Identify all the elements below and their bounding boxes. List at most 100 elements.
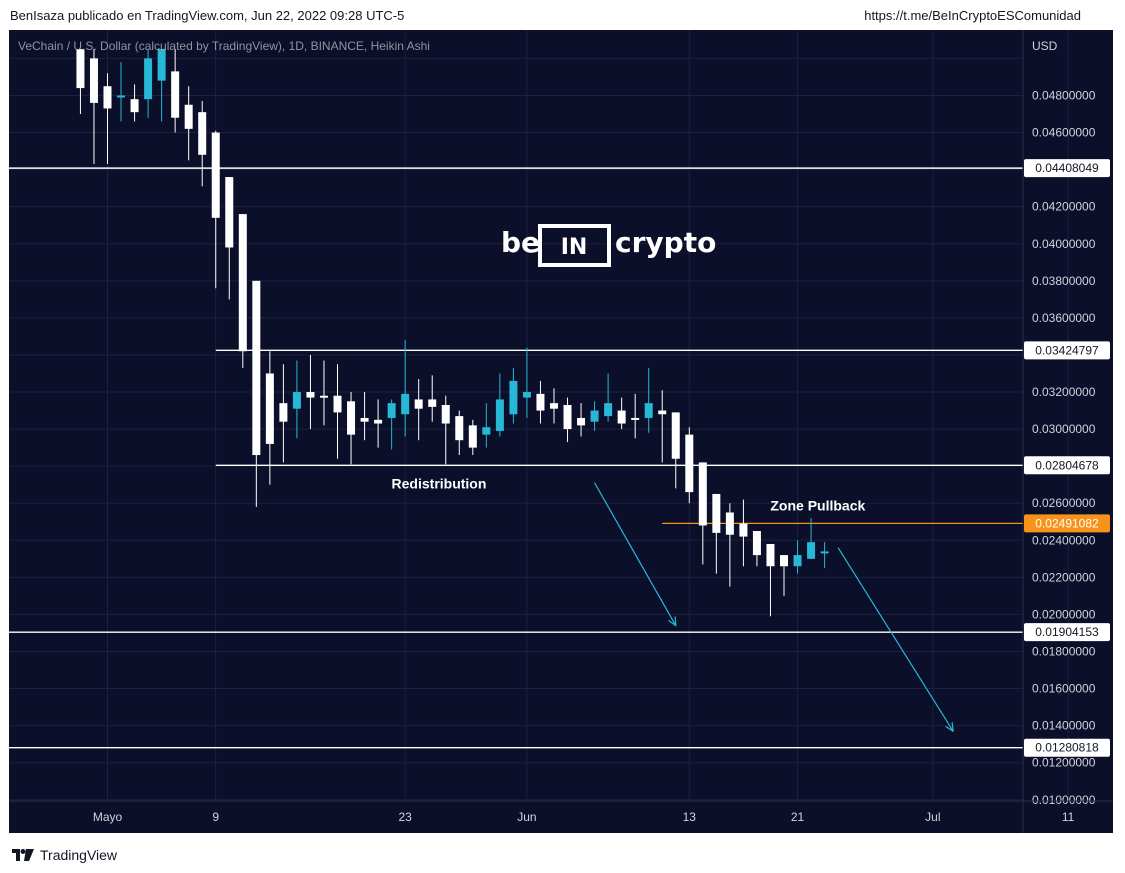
bearish-candle	[279, 364, 288, 463]
bearish-candle	[306, 354, 315, 430]
candle-body	[76, 49, 85, 89]
y-ticks: 0.04800000 0.04600000 0.04200000 0.04000000…	[1032, 88, 1096, 806]
candle-body	[103, 86, 112, 109]
bearish-candle	[441, 395, 450, 465]
level-price-badge	[1024, 738, 1110, 757]
annotations: Redistribution Zone Pullback	[392, 475, 866, 513]
chart-panel[interactable]: be IN crypto Redistribution Zone Pullback…	[9, 30, 1113, 833]
tradingview-logo-icon	[12, 849, 34, 861]
publisher-info: BenIsaza publicado en TradingView.com, J…	[10, 8, 405, 23]
x-ticks: Mayo 9 23 Jun 13 21 Jul 11	[93, 810, 1075, 824]
level-price-badge	[1024, 341, 1110, 360]
candle-body	[347, 401, 356, 435]
price-axis[interactable]: USD 0.04800000 0.04600000 0.04200000 0.0400…	[1022, 30, 1110, 833]
price-chart[interactable]: be IN crypto Redistribution Zone Pullback…	[9, 30, 1113, 833]
bic-watermark: be IN crypto	[501, 224, 716, 267]
candle-body	[658, 410, 667, 415]
bearish-candle	[739, 499, 748, 567]
candle-body	[712, 493, 721, 533]
candle-body	[631, 417, 640, 420]
x-tick-label: Mayo	[93, 810, 123, 824]
bearish-candle	[184, 86, 193, 161]
candle-body	[455, 416, 464, 441]
arrow-line	[594, 482, 677, 626]
candle-body	[468, 425, 477, 448]
y-tick-label: 0.02600000	[1032, 496, 1096, 510]
level-price-badge	[1024, 623, 1110, 642]
candle-body	[414, 399, 423, 409]
bearish-candle	[89, 49, 98, 165]
candle-body	[482, 427, 491, 435]
bearish-candle	[198, 101, 207, 187]
candle-body	[549, 403, 558, 409]
time-axis[interactable]: Mayo 9 23 Jun 13 21 Jul 11	[9, 800, 1113, 824]
tradingview-label: TradingView	[40, 847, 118, 863]
candle-body	[401, 393, 410, 415]
bullish-candle	[482, 403, 491, 448]
candle-body	[671, 412, 680, 459]
candle-body	[590, 410, 599, 422]
candle-body	[198, 112, 207, 155]
candle-body	[144, 58, 153, 100]
bearish-candle	[103, 73, 112, 165]
bullish-candle	[292, 360, 301, 439]
candle-body	[509, 380, 518, 415]
footer-brand[interactable]: TradingView	[12, 845, 117, 865]
candles	[76, 49, 829, 617]
projection-arrow	[594, 482, 677, 627]
candle-body	[333, 395, 342, 413]
x-tick-label: Jul	[925, 810, 940, 824]
projection-arrows	[594, 482, 954, 733]
candle-body	[698, 462, 707, 526]
bearish-candle	[347, 392, 356, 465]
x-tick-label: 11	[1062, 810, 1075, 824]
bullish-candle	[820, 542, 829, 569]
level-price-label: 0.02804678	[1035, 458, 1099, 472]
bullish-candle	[509, 367, 518, 424]
candle-body	[752, 531, 761, 556]
bearish-candle	[252, 280, 261, 507]
bearish-candle	[225, 177, 234, 300]
y-tick-label: 0.01800000	[1032, 644, 1096, 658]
bearish-candle	[549, 388, 558, 424]
x-tick-label: 9	[212, 810, 219, 824]
community-link[interactable]: https://t.me/BeInCryptoESComunidad	[864, 8, 1081, 23]
bearish-candle	[671, 412, 680, 489]
bearish-candle	[658, 390, 667, 463]
candle-body	[820, 551, 829, 554]
candle-body	[319, 395, 328, 398]
candle-body	[577, 417, 586, 426]
candle-body	[292, 392, 301, 409]
candle-body	[265, 373, 274, 444]
bearish-candle	[766, 543, 775, 617]
candle-body	[306, 392, 315, 398]
candle-body	[617, 410, 626, 424]
bullish-candle	[144, 49, 153, 118]
y-tick-label: 0.03000000	[1032, 422, 1096, 436]
bearish-candle	[712, 493, 721, 574]
y-tick-label: 0.03600000	[1032, 311, 1096, 325]
candle-body	[360, 417, 369, 422]
candle-body	[211, 132, 220, 218]
bullish-candle	[495, 373, 504, 437]
candle-body	[604, 403, 613, 417]
bearish-candle	[725, 503, 734, 587]
y-tick-label: 0.04200000	[1032, 200, 1096, 214]
bearish-candle	[171, 49, 180, 133]
y-tick-label: 0.03200000	[1032, 385, 1096, 399]
y-tick-label: 0.04000000	[1032, 237, 1096, 251]
candle-body	[766, 543, 775, 567]
level-price-label: 0.01904153	[1035, 625, 1099, 639]
bearish-candle	[211, 130, 220, 289]
bearish-candle	[265, 351, 274, 485]
y-tick-label: 0.01000000	[1032, 793, 1096, 807]
candle-body	[563, 404, 572, 430]
arrow-head	[945, 722, 954, 733]
y-tick-label: 0.01600000	[1032, 682, 1096, 696]
candle-body	[441, 404, 450, 424]
candle-body	[495, 399, 504, 431]
bearish-candle	[563, 397, 572, 443]
candle-body	[685, 434, 694, 493]
candle-body	[387, 403, 396, 418]
candle-body	[252, 280, 261, 456]
